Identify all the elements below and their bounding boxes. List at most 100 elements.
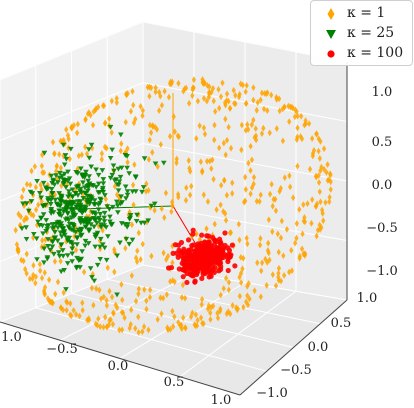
- kappa-25-point: [64, 211, 71, 217]
- kappa-1-point: [40, 151, 45, 159]
- kappa-25-point: [61, 268, 67, 273]
- kappa-1-point: [270, 228, 275, 236]
- kappa-25-point: [57, 170, 63, 176]
- kappa-100-point: [186, 264, 192, 270]
- y-tick-label: 0.0: [308, 340, 329, 355]
- kappa-1-point: [149, 252, 154, 260]
- kappa-1-point: [181, 87, 186, 95]
- kappa-1-point: [39, 274, 45, 282]
- kappa-1-point: [97, 286, 102, 294]
- kappa-1-point: [170, 202, 175, 210]
- kappa-1-point: [183, 84, 189, 92]
- kappa-1-point: [136, 313, 141, 321]
- kappa-1-point: [265, 107, 270, 114]
- kappa-1-point: [211, 97, 216, 105]
- kappa-1-point: [147, 121, 153, 129]
- kappa-1-point: [286, 102, 291, 110]
- kappa-1-point: [109, 129, 114, 136]
- kappa-1-point: [249, 156, 255, 164]
- kappa-1-point: [131, 101, 136, 109]
- kappa-25-point: [124, 165, 130, 171]
- kappa-1-point: [267, 129, 272, 137]
- kappa-25-point: [61, 162, 68, 168]
- kappa-100-point: [190, 231, 196, 237]
- kappa-25-point: [74, 235, 81, 241]
- kappa-1-point: [52, 150, 57, 158]
- kappa-1-point: [118, 147, 123, 155]
- kappa-1-point: [243, 88, 248, 96]
- kappa-25-point: [94, 230, 101, 236]
- kappa-1-point: [264, 282, 269, 289]
- kappa-25-point: [97, 244, 103, 250]
- kappa-1-point: [71, 306, 76, 314]
- kappa-1-point: [228, 104, 233, 112]
- kappa-25-point: [99, 187, 106, 193]
- kappa-25-point: [141, 220, 148, 226]
- circle-icon: [327, 50, 335, 58]
- kappa-1-point: [66, 144, 71, 152]
- kappa-1-point: [90, 121, 96, 129]
- kappa-25-point: [100, 177, 107, 182]
- kappa-25-point: [88, 142, 95, 148]
- kappa-1-point: [201, 80, 206, 88]
- kappa-1-point: [13, 226, 18, 234]
- kappa-1-point: [316, 135, 321, 143]
- kappa-1-point: [209, 303, 214, 311]
- kappa-1-point: [42, 242, 47, 250]
- kappa-1-point: [153, 88, 158, 96]
- kappa-1-point: [240, 265, 245, 273]
- kappa-1-point: [152, 206, 157, 214]
- kappa-1-point: [21, 186, 26, 194]
- kappa-25-point: [80, 196, 87, 201]
- kappa-100-point: [216, 268, 222, 274]
- kappa-25-point: [86, 147, 92, 153]
- kappa-100-point: [170, 250, 176, 256]
- kappa-25-point: [102, 193, 108, 198]
- kappa-25-point: [117, 240, 123, 246]
- kappa-25-point: [91, 224, 97, 230]
- kappa-1-point: [288, 183, 293, 191]
- kappa-25-point: [148, 203, 155, 209]
- kappa-1-point: [80, 190, 85, 198]
- kappa-25-point: [124, 189, 131, 195]
- kappa-1-point: [273, 207, 279, 215]
- kappa-25-point: [115, 188, 122, 194]
- kappa-1-point: [314, 130, 319, 138]
- kappa-1-point: [325, 161, 330, 168]
- kappa-1-point: [218, 201, 223, 209]
- kappa-1-point: [39, 162, 44, 170]
- kappa-25-point: [27, 189, 34, 195]
- kappa-25-point: [115, 166, 122, 172]
- kappa-100-point: [200, 269, 206, 275]
- kappa-25-point: [73, 265, 80, 271]
- kappa-1-point: [183, 196, 189, 204]
- kappa-1-point: [210, 84, 216, 92]
- kappa-1-point: [153, 84, 158, 92]
- kappa-1-point: [224, 191, 229, 199]
- kappa-1-point: [190, 309, 195, 317]
- grid-line: [0, 82, 144, 141]
- kappa-1-point: [269, 91, 274, 99]
- kappa-1-point: [239, 146, 244, 154]
- kappa-1-point: [194, 230, 199, 238]
- kappa-1-point: [318, 138, 323, 145]
- kappa-1-point: [290, 104, 296, 112]
- kappa-25-point: [95, 181, 102, 187]
- kappa-25-point: [66, 189, 72, 195]
- kappa-1-point: [174, 159, 179, 167]
- kappa-1-point: [305, 200, 310, 208]
- kappa-1-point: [230, 301, 235, 309]
- kappa-1-point: [282, 271, 287, 279]
- kappa-1-point: [104, 302, 109, 309]
- kappa-1-point: [244, 234, 249, 242]
- kappa-25-point: [88, 164, 94, 170]
- kappa-25-point: [42, 202, 49, 208]
- kappa-25-point: [127, 213, 134, 218]
- kappa-1-point: [14, 241, 20, 248]
- kappa-1-point: [162, 87, 167, 95]
- kappa-25-point: [47, 247, 54, 253]
- kappa-1-point: [36, 201, 41, 209]
- kappa-1-point: [83, 143, 88, 151]
- kappa-1-point: [47, 276, 52, 284]
- kappa-25-point: [92, 244, 98, 250]
